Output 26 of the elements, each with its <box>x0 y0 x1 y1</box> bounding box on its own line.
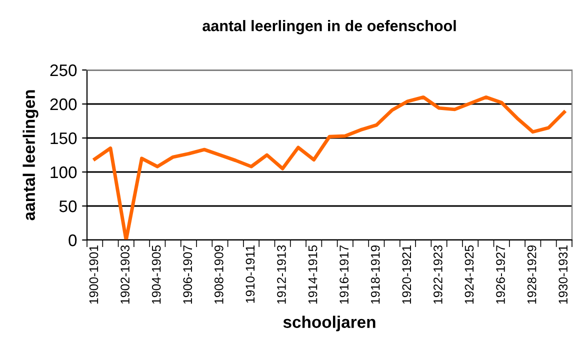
x-tick-label: 1914-1915 <box>308 245 318 304</box>
x-tick-label: 1912-1913 <box>277 245 286 304</box>
y-tick-label: 200 <box>50 98 77 110</box>
x-tick-label: 1908-1909 <box>214 245 224 304</box>
x-tick-label: 1900-1901 <box>89 245 98 304</box>
x-tick-label: 1924-1925 <box>464 245 474 304</box>
x-tick-label: 1918-1919 <box>370 245 380 304</box>
x-tick-label: 1926-1927 <box>496 245 505 304</box>
y-tick-label: 250 <box>50 64 77 76</box>
y-tick-label: 150 <box>50 132 77 144</box>
y-tick-label: 50 <box>59 200 77 212</box>
y-tick-label: 0 <box>68 234 77 246</box>
y-tick-label: 100 <box>50 166 77 178</box>
x-tick-label: 1902-1903 <box>120 245 130 304</box>
x-tick-label: 1916-1917 <box>340 245 348 304</box>
line-series <box>93 95 566 240</box>
x-tick-label: 1922-1923 <box>434 245 442 304</box>
x-tick-label: 1904-1905 <box>152 245 161 304</box>
x-tick-label: 1930-1931 <box>558 245 568 304</box>
x-tick-label: 1920-1921 <box>402 245 412 304</box>
x-axis-title: schooljaren <box>283 316 376 332</box>
chart-title: aantal leerlingen in de oefenschool <box>202 20 456 34</box>
x-tick-label: 1928-1929 <box>527 245 536 304</box>
x-tick-label: 1906-1907 <box>183 245 192 304</box>
y-axis-title: aantal leerlingen <box>22 90 38 220</box>
x-tick-label: 1910-1911 <box>246 245 255 303</box>
